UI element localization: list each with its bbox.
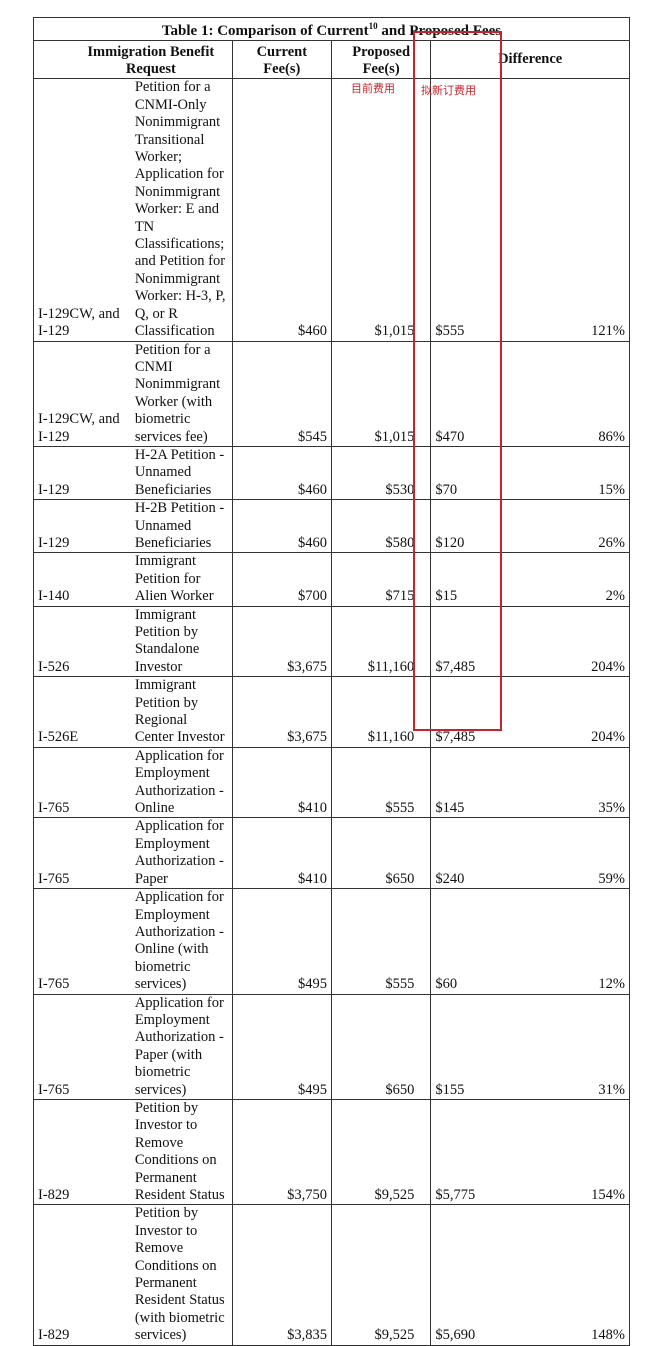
proposed-fee-cell: $9,525: [330, 1204, 431, 1346]
annotation-proposed-cn: 拟新订费用: [421, 84, 476, 97]
table-row: I-829 Petition by Investor to Remove Cond…: [33, 1098, 630, 1206]
form-cell: I-765: [33, 746, 133, 819]
form-cell: I-765: [33, 817, 133, 890]
proposed-fee-cell: $555: [330, 888, 431, 995]
percent-cell: 2%: [530, 552, 630, 607]
difference-cell: $155: [430, 993, 531, 1100]
proposed-fee-cell: $1,015: [330, 340, 431, 447]
difference-cell: $555: [430, 78, 531, 342]
current-fee-cell: $495: [231, 888, 332, 995]
difference-cell: $5,690: [430, 1204, 531, 1346]
proposed-fee-cell: $11,160: [330, 676, 431, 748]
table-row: I-140 Immigrant Petition for Alien Worker…: [33, 552, 630, 607]
percent-cell: 86%: [530, 340, 630, 447]
percent-cell: 59%: [530, 817, 630, 890]
difference-cell: $145: [430, 746, 531, 819]
table-row: I-129 H-2A Petition - Unnamed Beneficiari…: [33, 445, 630, 501]
proposed-fee-cell: $555: [330, 746, 431, 819]
form-cell: I-129: [33, 499, 133, 554]
current-fee-cell: $3,675: [231, 605, 332, 678]
description-cell: Immigrant Petition by Standalone Investo…: [132, 605, 233, 678]
current-fee-cell: $460: [231, 445, 332, 501]
description-cell: Petition for a CNMI Nonimmigrant Worker …: [132, 340, 233, 447]
description-cell: Immigrant Petition for Alien Worker: [132, 552, 233, 607]
description-cell: Application for Employment Authorization…: [132, 746, 233, 819]
percent-cell: 148%: [530, 1204, 630, 1346]
difference-cell: $240: [430, 817, 531, 890]
form-cell: I-526E: [33, 676, 133, 748]
difference-cell: $470: [430, 340, 531, 447]
current-fee-cell: $700: [231, 552, 332, 607]
description-cell: Application for Employment Authorization…: [132, 993, 233, 1100]
form-cell: I-765: [33, 888, 133, 995]
table-row: I-526E Immigrant Petition by Regional Cen…: [33, 676, 630, 748]
annotation-current-cn: 目前费用: [351, 82, 395, 95]
form-cell: I-526: [33, 605, 133, 678]
description-cell: Petition by Investor to Remove Condition…: [132, 1204, 233, 1346]
description-cell: H-2B Petition - Unnamed Beneficiaries: [132, 499, 233, 554]
header-current: Current Fee(s): [231, 40, 332, 80]
current-fee-cell: $3,750: [231, 1098, 332, 1206]
current-fee-cell: $3,835: [231, 1204, 332, 1346]
percent-cell: 154%: [530, 1098, 630, 1206]
fee-comparison-table: Table 1: Comparison of Current10 and Pro…: [33, 16, 630, 1346]
percent-cell: 204%: [530, 676, 630, 748]
current-fee-cell: $3,675: [231, 676, 332, 748]
current-fee-cell: $410: [231, 817, 332, 890]
table-row: I-526 Immigrant Petition by Standalone In…: [33, 605, 630, 678]
current-fee-cell: $460: [231, 499, 332, 554]
description-cell: Application for Employment Authorization…: [132, 817, 233, 890]
table-title: Table 1: Comparison of Current10 and Pro…: [33, 16, 630, 42]
description-cell: Petition by Investor to Remove Condition…: [132, 1098, 233, 1206]
percent-cell: 204%: [530, 605, 630, 678]
difference-cell: $15: [430, 552, 531, 607]
percent-cell: 26%: [530, 499, 630, 554]
proposed-fee-cell: $1,015: [330, 78, 431, 342]
current-fee-cell: $410: [231, 746, 332, 819]
header-difference: Difference: [430, 40, 630, 80]
percent-cell: 31%: [530, 993, 630, 1100]
percent-cell: 12%: [530, 888, 630, 995]
description-cell: Petition for a CNMI-Only Nonimmigrant Tr…: [132, 78, 233, 342]
table-row: I-765 Application for Employment Authoriz…: [33, 888, 630, 995]
table-row: I-765 Application for Employment Authoriz…: [33, 993, 630, 1100]
difference-cell: $7,485: [430, 676, 531, 748]
proposed-fee-cell: $650: [330, 817, 431, 890]
proposed-fee-cell: $715: [330, 552, 431, 607]
header-proposed: Proposed Fee(s): [330, 40, 431, 80]
proposed-fee-cell: $650: [330, 993, 431, 1100]
difference-cell: $5,775: [430, 1098, 531, 1206]
percent-cell: 35%: [530, 746, 630, 819]
form-cell: I-765: [33, 993, 133, 1100]
difference-cell: $70: [430, 445, 531, 501]
proposed-fee-cell: $530: [330, 445, 431, 501]
form-cell: I-140: [33, 552, 133, 607]
table-row: I-765 Application for Employment Authoriz…: [33, 817, 630, 890]
form-cell: I-829: [33, 1098, 133, 1206]
difference-cell: $120: [430, 499, 531, 554]
description-cell: H-2A Petition - Unnamed Beneficiaries: [132, 445, 233, 501]
difference-cell: $7,485: [430, 605, 531, 678]
header-request: Immigration Benefit Request: [33, 40, 233, 80]
table-row: I-129CW, and I-129 Petition for a CNMI-On…: [33, 78, 630, 342]
current-fee-cell: $460: [231, 78, 332, 342]
difference-cell: $60: [430, 888, 531, 995]
current-fee-cell: $495: [231, 993, 332, 1100]
form-cell: I-129: [33, 445, 133, 501]
percent-cell: 121%: [530, 78, 630, 342]
form-cell: I-129CW, and I-129: [33, 340, 133, 447]
table-row: I-129CW, and I-129 Petition for a CNMI No…: [33, 340, 630, 447]
form-cell: I-829: [33, 1204, 133, 1346]
table-row: I-829 Petition by Investor to Remove Cond…: [33, 1204, 630, 1346]
percent-cell: 15%: [530, 445, 630, 501]
description-cell: Immigrant Petition by Regional Center In…: [132, 676, 233, 748]
table-row: I-129 H-2B Petition - Unnamed Beneficiari…: [33, 499, 630, 554]
proposed-fee-cell: $9,525: [330, 1098, 431, 1206]
description-cell: Application for Employment Authorization…: [132, 888, 233, 995]
current-fee-cell: $545: [231, 340, 332, 447]
proposed-fee-cell: $11,160: [330, 605, 431, 678]
table-row: I-765 Application for Employment Authoriz…: [33, 746, 630, 819]
form-cell: I-129CW, and I-129: [33, 78, 133, 342]
proposed-fee-cell: $580: [330, 499, 431, 554]
